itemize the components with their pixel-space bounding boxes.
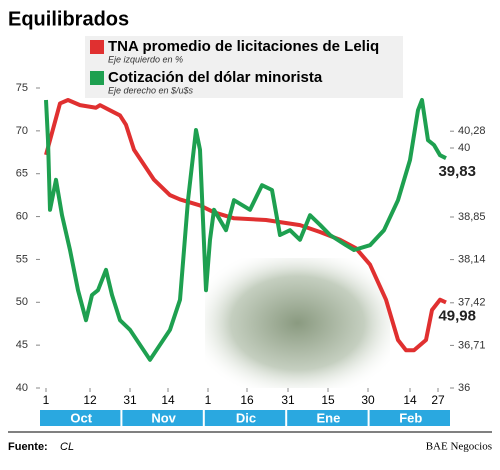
month-label: Feb <box>399 410 422 425</box>
y2-tick-label: 36,71 <box>458 339 486 351</box>
y-tick-label: 65 <box>16 168 28 180</box>
y2-tick-label: 38,14 <box>458 254 486 266</box>
month-band <box>287 410 368 426</box>
series-line <box>44 98 447 362</box>
series-line <box>44 98 447 353</box>
y2-tick-label: 38,85 <box>458 211 486 223</box>
y2-tick-label: 36 <box>458 382 470 394</box>
y-tick-label: 50 <box>16 296 28 308</box>
y2-tick-label: 37,42 <box>458 297 486 309</box>
x-tick-label: 1 <box>205 393 212 407</box>
y-tick-label: 70 <box>16 125 28 137</box>
month-label: Oct <box>70 410 92 425</box>
x-tick-label: 27 <box>431 393 445 407</box>
x-tick-label: 1 <box>43 393 50 407</box>
month-label: Nov <box>151 410 176 425</box>
legend-label: TNA promedio de licitaciones de Leliq <box>108 38 379 55</box>
x-tick-label: 16 <box>240 393 254 407</box>
legend-note: Eje derecho en $/u$s <box>108 85 194 95</box>
x-tick-label: 31 <box>281 393 295 407</box>
legend-label: Cotización del dólar minorista <box>108 69 323 86</box>
x-tick-label: 14 <box>403 393 417 407</box>
month-band <box>369 410 450 426</box>
dollar-photo <box>205 258 390 388</box>
month-label: Ene <box>316 410 340 425</box>
source: CL <box>60 441 74 453</box>
end-label: 49,98 <box>438 307 476 324</box>
y-tick-label: 45 <box>16 339 28 351</box>
legend-note: Eje izquierdo en % <box>108 54 183 64</box>
month-label: Dic <box>236 410 256 425</box>
chart-title: Equilibrados <box>8 8 129 30</box>
publisher: BAE Negocios <box>426 441 492 453</box>
end-label: 39,83 <box>438 163 476 180</box>
y-tick-label: 55 <box>16 253 28 265</box>
y2-tick-label: 40 <box>458 142 470 154</box>
y-tick-label: 40 <box>16 382 28 394</box>
x-tick-label: 31 <box>123 393 137 407</box>
x-tick-label: 12 <box>83 393 97 407</box>
legend-box <box>85 36 403 98</box>
x-tick-label: 30 <box>361 393 375 407</box>
y-tick-label: 75 <box>16 82 28 94</box>
legend-swatch <box>90 71 104 85</box>
y-tick-label: 60 <box>16 210 28 222</box>
x-tick-label: 15 <box>321 393 335 407</box>
month-band <box>122 410 203 426</box>
month-band <box>204 410 286 426</box>
source-label: Fuente: <box>8 441 48 453</box>
x-tick-label: 14 <box>161 393 175 407</box>
y2-tick-label: 40,28 <box>458 125 486 137</box>
month-band <box>40 410 121 426</box>
legend-swatch <box>90 40 104 54</box>
